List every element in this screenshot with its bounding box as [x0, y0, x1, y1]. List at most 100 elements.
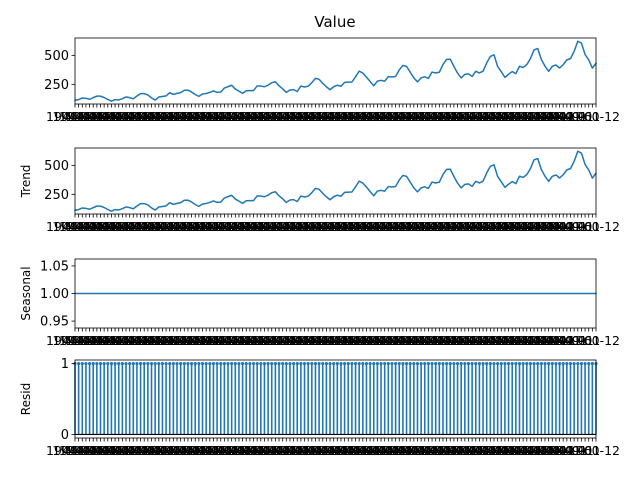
x-tick-label: 1949-01: [522, 219, 574, 234]
x-tick-label: 1949-01: [458, 443, 510, 458]
x-tick-label: 1949-01: [451, 109, 503, 124]
x-tick-label: 1949-01: [200, 333, 252, 348]
resid-marker: [230, 361, 234, 366]
x-tick-label: 1949-01: [97, 109, 149, 124]
x-tick-label: 1949-01: [117, 443, 169, 458]
x-tick-label: 1949-01: [445, 109, 497, 124]
x-tick-label: 1949-01: [458, 109, 510, 124]
x-tick-label: 1949-01: [291, 109, 343, 124]
resid-marker: [437, 361, 441, 366]
x-tick-label: 1949-01: [136, 109, 188, 124]
x-tick-label: 1949-01: [278, 109, 330, 124]
x-tick-label: 1949-01: [265, 443, 317, 458]
x-tick-label: 1949-01: [509, 333, 561, 348]
resid-marker: [375, 361, 379, 366]
resid-marker: [357, 361, 361, 366]
x-tick-label: 1949-01: [490, 109, 542, 124]
x-tick-label: 1949-01: [239, 443, 291, 458]
x-tick-label: 1949-01: [348, 443, 400, 458]
x-tick-label: 1949-01: [426, 333, 478, 348]
x-tick-label: 1949-01: [297, 219, 349, 234]
x-tick-label: 1949-01: [155, 219, 207, 234]
x-tick-label: 1949-01: [136, 333, 188, 348]
x-tick-label: 1949-01: [188, 109, 240, 124]
x-tick-label: 1949-01: [65, 443, 117, 458]
x-tick-label: 1949-01: [368, 219, 420, 234]
resid-marker: [590, 361, 594, 366]
resid-marker: [168, 361, 172, 366]
x-tick-label: 1949-01: [200, 109, 252, 124]
resid-marker: [142, 361, 146, 366]
resid-marker: [401, 361, 405, 366]
x-tick-label: 1949-01: [419, 109, 471, 124]
x-tick-label: 1949-01: [123, 443, 175, 458]
y-tick-label: 0.95: [40, 315, 69, 330]
resid-marker: [204, 361, 208, 366]
x-tick-label: 1949-01: [400, 443, 452, 458]
x-tick-label: 1949-01: [310, 333, 362, 348]
x-tick-label: 1949-01: [497, 109, 549, 124]
x-tick-label: 1949-01: [155, 333, 207, 348]
x-tick-label: 1949-01: [291, 219, 343, 234]
resid-marker: [353, 361, 358, 366]
x-tick-label: 1949-01: [181, 219, 233, 234]
resid-marker: [310, 361, 314, 366]
x-tick-label: 1949-01: [445, 219, 497, 234]
resid-marker: [532, 361, 536, 366]
x-tick-label: 1949-01: [387, 109, 439, 124]
resid-marker: [146, 361, 150, 366]
resid-marker: [182, 361, 186, 366]
x-tick-label: 1949-01: [110, 219, 162, 234]
x-tick-label: 1949-01: [65, 219, 117, 234]
x-tick-label: 1949-01: [516, 333, 568, 348]
resid-marker: [572, 361, 576, 366]
x-tick-label: 1949-01: [471, 333, 523, 348]
resid-marker: [135, 361, 139, 366]
x-tick-label: 1949-01: [542, 333, 594, 348]
resid-marker: [259, 361, 263, 366]
x-tick-label: 1949-01: [406, 443, 458, 458]
resid-marker: [350, 361, 354, 366]
x-tick-label: 1949-01: [471, 109, 523, 124]
x-tick-label: 1949-01: [348, 219, 400, 234]
x-tick-label: 1949-01: [548, 219, 600, 234]
y-axis-label: Trend: [19, 165, 33, 199]
x-tick-label: 1949-01: [426, 219, 478, 234]
x-tick-label: 1949-01: [194, 333, 246, 348]
x-tick-label: 1949-01: [529, 443, 581, 458]
resid-marker: [109, 361, 114, 366]
x-tick-label: 1949-01: [46, 219, 98, 234]
x-tick-label: 1949-01: [381, 333, 433, 348]
resid-marker: [106, 361, 110, 366]
x-tick-label: 1949-01: [220, 443, 272, 458]
x-tick-label: 1949-01: [348, 333, 400, 348]
x-tick-label: 1949-01: [143, 109, 195, 124]
x-tick-label: 1949-01: [355, 333, 407, 348]
x-tick-label: 1949-01: [329, 333, 381, 348]
x-tick-label: 1949-01: [117, 109, 169, 124]
x-tick-label: 1949-01: [413, 109, 465, 124]
x-tick-label: 1949-01: [200, 219, 252, 234]
resid-marker: [364, 361, 369, 366]
x-tick-label: 1949-01: [542, 219, 594, 234]
resid-marker: [95, 361, 99, 366]
panel-value: 2505001949-011949-011949-011949-011949-0…: [44, 37, 620, 124]
x-tick-label: 1949-01: [529, 333, 581, 348]
x-tick-label: 1949-01: [439, 443, 491, 458]
y-tick-label: 250: [44, 78, 69, 93]
resid-marker: [499, 361, 503, 366]
resid-marker: [233, 361, 237, 366]
x-tick-label: 1949-01: [432, 333, 484, 348]
x-tick-label: 1949-01: [503, 333, 555, 348]
x-tick-label: 1949-01: [104, 333, 156, 348]
resid-marker: [335, 361, 339, 366]
x-tick-label: 1949-01: [503, 109, 555, 124]
resid-marker: [528, 361, 533, 366]
x-tick-label: 1949-01: [374, 109, 426, 124]
resid-marker: [131, 361, 135, 366]
resid-marker: [423, 361, 427, 366]
x-tick-label: 1949-01: [233, 443, 285, 458]
x-tick-label: 1949-01: [175, 333, 227, 348]
resid-marker: [394, 361, 398, 366]
x-tick-label: 1949-01: [310, 109, 362, 124]
